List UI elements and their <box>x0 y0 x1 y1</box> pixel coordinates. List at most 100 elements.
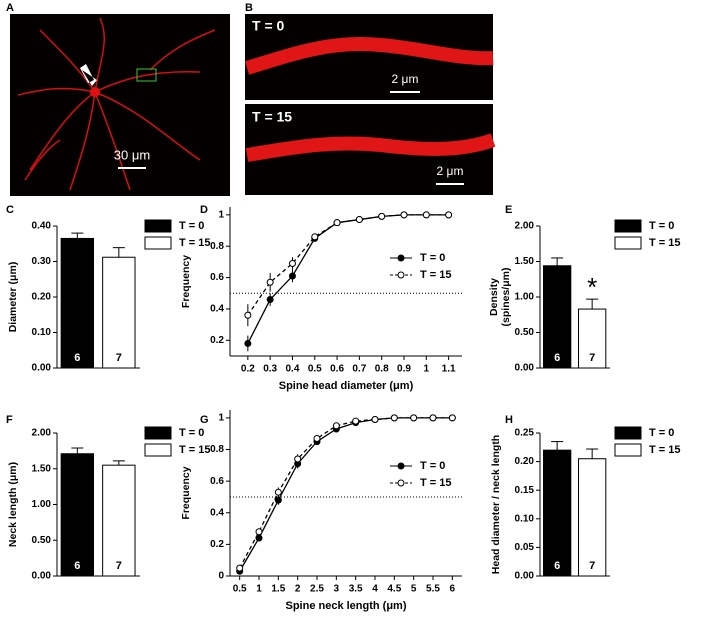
soma <box>90 87 100 97</box>
point <box>422 211 430 219</box>
point <box>294 455 302 463</box>
panel-letter: A <box>6 2 14 14</box>
legend-label: T = 0 <box>179 427 204 439</box>
y-tick-label: 0.10 <box>32 327 52 338</box>
y-tick-label: 0.10 <box>515 513 535 524</box>
y-tick-label: 0.15 <box>515 485 535 496</box>
panel-letter: D <box>200 204 208 216</box>
y-tick-label: 0.30 <box>32 256 52 267</box>
y-tick-label: 0.00 <box>32 571 52 582</box>
y-axis-label: (spines/μm) <box>500 268 512 327</box>
y-tick-label: 0.2 <box>210 539 224 550</box>
panel-letter: B <box>245 2 253 14</box>
y-tick-label: 1.50 <box>515 256 535 267</box>
y-tick-label: 0.4 <box>210 507 224 518</box>
y-tick-label: 2.00 <box>515 221 535 232</box>
scale-label: 2 μm <box>392 72 419 86</box>
x-tick-label: 0.7 <box>352 364 366 375</box>
n-label: 7 <box>589 352 595 364</box>
point <box>355 216 363 224</box>
point <box>236 564 244 572</box>
x-tick-label: 3.5 <box>349 584 363 595</box>
y-axis-label: Head diameter / neck length <box>490 435 502 574</box>
scale-label: 2 μm <box>437 164 464 178</box>
series-line <box>247 214 449 344</box>
x-tick-label: 0.3 <box>263 364 277 375</box>
point <box>244 311 252 319</box>
x-tick-label: 6 <box>450 584 456 595</box>
x-tick-label: 5.5 <box>426 584 440 595</box>
micrograph <box>10 14 230 196</box>
point <box>352 417 360 425</box>
series-line <box>239 417 453 572</box>
point <box>313 434 321 442</box>
legend-swatch <box>614 443 642 457</box>
frame-label: T = 15 <box>252 109 292 125</box>
y-tick-label: 0.20 <box>32 292 52 303</box>
x-axis-label: Spine neck length (μm) <box>285 600 406 612</box>
y-axis-label: Density <box>488 278 500 316</box>
y-tick-label: 0.40 <box>32 221 52 232</box>
legend-swatch <box>614 219 642 233</box>
legend-swatch <box>144 236 172 250</box>
bar <box>578 458 607 577</box>
y-tick-label: 2.00 <box>32 428 52 439</box>
legend-swatch <box>614 426 642 440</box>
y-tick-label: 0.00 <box>515 363 535 374</box>
legend-label: T = 0 <box>649 220 674 232</box>
scale-label: 30 μm <box>114 147 150 162</box>
point <box>255 528 263 536</box>
legend-marker <box>397 271 405 279</box>
significance: * <box>587 272 597 302</box>
point <box>400 211 408 219</box>
x-tick-label: 0.5 <box>233 584 247 595</box>
y-tick-label: 0.20 <box>515 456 535 467</box>
x-tick-label: 4 <box>372 584 378 595</box>
panel-letter: C <box>6 204 14 216</box>
y-tick-label: 0.4 <box>210 304 224 315</box>
point <box>266 278 274 286</box>
x-axis-label: Spine head diameter (μm) <box>279 380 414 392</box>
legend-label: T = 15 <box>179 444 211 456</box>
bar <box>102 256 136 369</box>
legend-label: T = 0 <box>179 220 204 232</box>
n-label: 7 <box>589 560 595 572</box>
y-tick-label: 0.50 <box>32 535 52 546</box>
y-tick-label: 0.25 <box>515 428 535 439</box>
point <box>288 259 296 267</box>
n-label: 7 <box>116 352 122 364</box>
neuron <box>17 17 216 191</box>
point <box>311 233 319 241</box>
y-tick-label: 1 <box>218 209 224 220</box>
bar <box>60 237 95 369</box>
roi-box <box>136 68 157 82</box>
x-tick-label: 2 <box>295 584 301 595</box>
panel-letter: F <box>6 414 13 426</box>
legend-label: T = 0 <box>649 427 674 439</box>
panel-letter: E <box>505 204 512 216</box>
x-tick-label: 1 <box>256 584 262 595</box>
n-label: 7 <box>116 560 122 572</box>
legend-label: T = 0 <box>420 460 445 472</box>
legend-swatch <box>144 219 172 233</box>
y-tick-label: 1.00 <box>32 499 52 510</box>
legend-marker <box>397 254 405 262</box>
legend-label: T = 0 <box>420 252 445 264</box>
y-tick-label: 1 <box>218 413 224 424</box>
bar <box>60 453 95 577</box>
bar <box>578 308 607 369</box>
legend-label: T = 15 <box>420 477 452 489</box>
series-line <box>239 417 453 569</box>
legend-label: T = 15 <box>420 269 452 281</box>
x-tick-label: 3 <box>334 584 340 595</box>
n-label: 6 <box>74 560 80 572</box>
point <box>390 414 398 422</box>
x-tick-label: 5 <box>411 584 417 595</box>
x-tick-label: 0.5 <box>308 364 322 375</box>
point <box>445 211 453 219</box>
x-tick-label: 1.5 <box>271 584 285 595</box>
y-tick-label: 1.00 <box>515 292 535 303</box>
frame-label: T = 0 <box>252 18 285 34</box>
point <box>448 414 456 422</box>
